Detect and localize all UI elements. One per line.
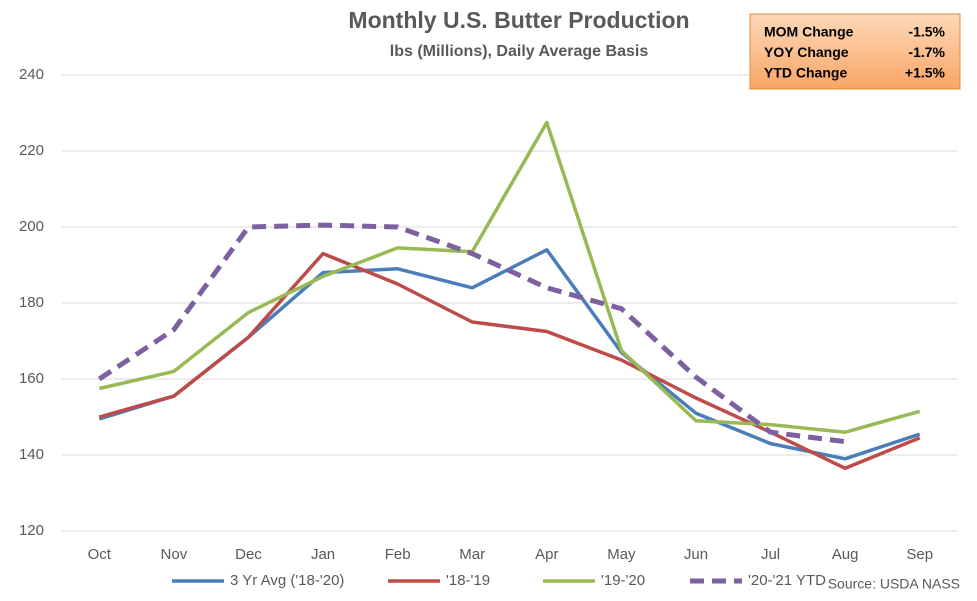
x-tick-label: Oct [88, 546, 112, 563]
x-tick-label: Apr [535, 546, 558, 563]
y-tick-label: 180 [19, 294, 44, 311]
chart-subtitle: lbs (Millions), Daily Average Basis [390, 43, 649, 60]
source: Source: USDA NASS [828, 576, 960, 592]
summary-label: MOM Change [764, 24, 854, 40]
summary-value: +1.5% [905, 65, 946, 81]
x-tick-label: Nov [161, 546, 188, 563]
x-tick-label: Jul [761, 546, 780, 563]
x-tick-label: Sep [906, 546, 933, 563]
y-tick-label: 120 [19, 522, 44, 539]
x-tick-label: Feb [385, 546, 411, 563]
summary-box [749, 13, 961, 90]
legend-label: '20-'21 YTD [748, 572, 826, 589]
summary-label: YTD Change [764, 65, 847, 81]
y-tick-label: 160 [19, 370, 44, 387]
x-tick-label: Aug [832, 546, 859, 563]
series-line [98, 120, 921, 434]
x-tick-label: May [607, 546, 636, 563]
x-tick-label: Jun [684, 546, 708, 563]
legend-label: '18-'19 [446, 572, 490, 589]
y-tick-label: 240 [19, 66, 44, 83]
x-tick-label: Dec [235, 546, 262, 563]
series-line [97, 222, 846, 445]
y-tick-label: 140 [19, 446, 44, 463]
x-tick-label: Jan [311, 546, 335, 563]
legend-label: '19-'20 [601, 572, 645, 589]
legend-label: 3 Yr Avg ('18-'20) [230, 572, 344, 589]
summary-rows: MOM Change -1.5% YOY Change -1.7% YTD Change… [764, 24, 946, 81]
series-line [98, 251, 921, 471]
x-tick-label: Mar [459, 546, 485, 563]
y-tick-label: 220 [19, 142, 44, 159]
grid: 120 140 160 180 200 220 240 Oct Nov Dec Jan Feb Mar A… [19, 66, 957, 563]
lines: 3 Yr Avg ('18-'20) '18-'19 '19-'20 '20-'21 … [97, 120, 921, 589]
y-tick-label: 200 [19, 218, 44, 235]
summary-label: YOY Change [764, 44, 849, 60]
chart-title: Monthly U.S. Butter Production [348, 7, 689, 33]
summary-value: -1.7% [908, 44, 945, 60]
summary-value: -1.5% [908, 24, 945, 40]
